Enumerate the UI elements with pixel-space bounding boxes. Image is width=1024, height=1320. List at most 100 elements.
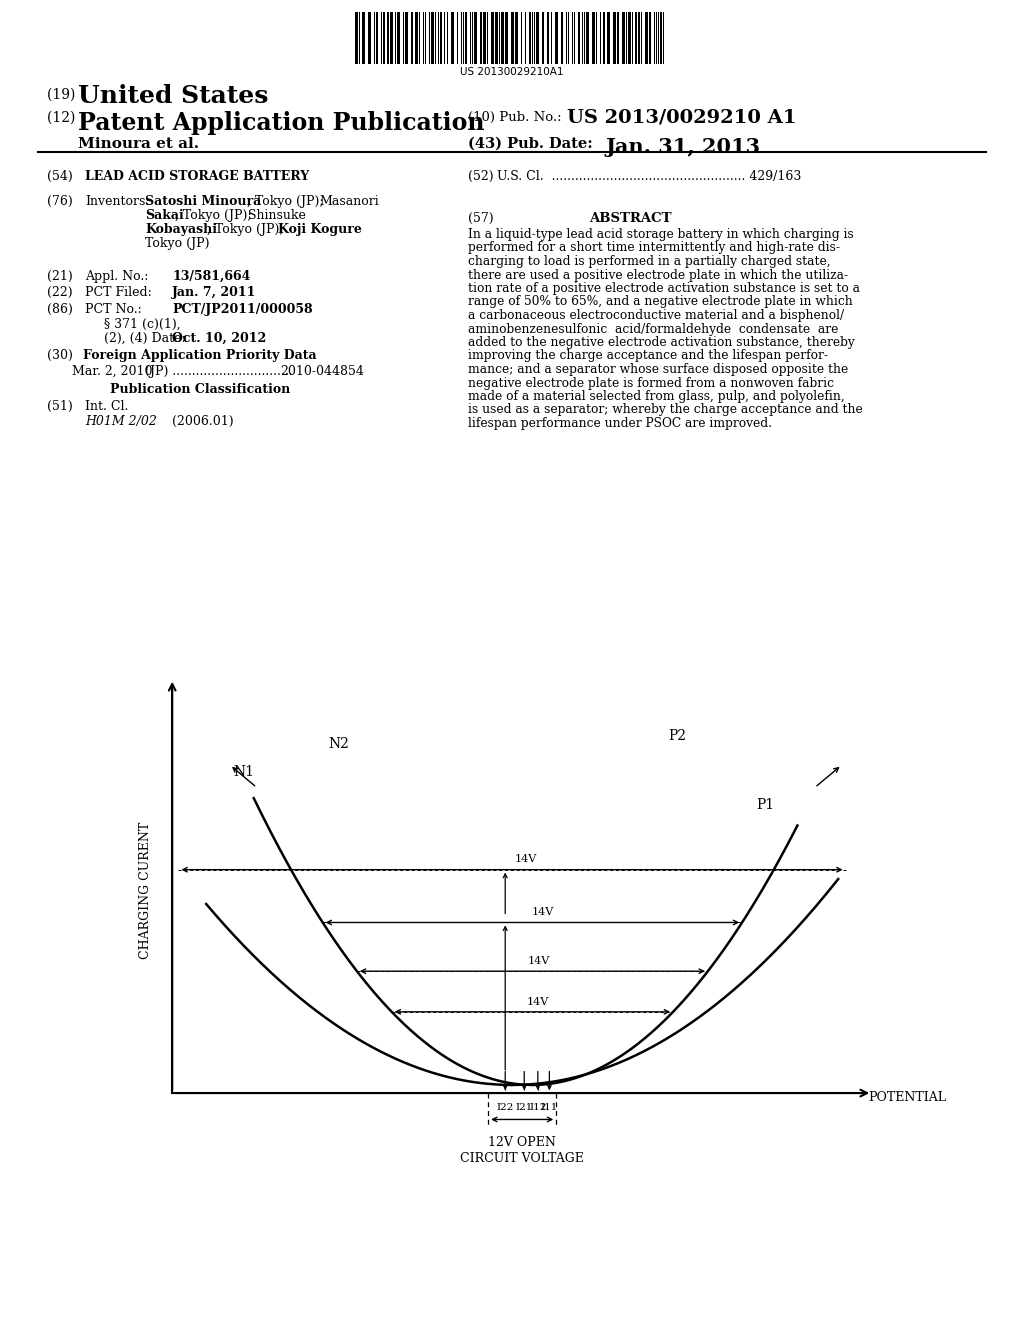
Bar xyxy=(390,12,393,63)
Bar xyxy=(578,12,580,63)
Bar xyxy=(483,12,486,63)
Text: there are used a positive electrode plate in which the utiliza-: there are used a positive electrode plat… xyxy=(468,268,848,281)
Text: US 20130029210A1: US 20130029210A1 xyxy=(460,67,564,77)
Bar xyxy=(397,12,400,63)
Text: P2: P2 xyxy=(669,729,686,743)
Bar xyxy=(607,12,610,63)
Bar xyxy=(387,12,389,63)
Bar xyxy=(586,12,589,63)
Bar xyxy=(529,12,531,63)
Text: Oct. 10, 2012: Oct. 10, 2012 xyxy=(172,333,266,345)
Bar xyxy=(355,12,358,63)
Bar xyxy=(536,12,539,63)
Text: 14V: 14V xyxy=(528,956,550,966)
Text: performed for a short time intermittently and high-rate dis-: performed for a short time intermittentl… xyxy=(468,242,840,255)
Bar xyxy=(411,12,413,63)
Text: H01M 2/02: H01M 2/02 xyxy=(85,414,157,428)
Bar xyxy=(603,12,605,63)
Text: § 371 (c)(1),: § 371 (c)(1), xyxy=(104,318,180,331)
Text: I22: I22 xyxy=(497,1104,514,1113)
Text: (86): (86) xyxy=(47,304,73,315)
Text: is used as a separator; whereby the charge acceptance and the: is used as a separator; whereby the char… xyxy=(468,404,863,417)
Text: Foreign Application Priority Data: Foreign Application Priority Data xyxy=(83,348,316,362)
Text: aminobenzenesulfonic  acid/formaldehyde  condensate  are: aminobenzenesulfonic acid/formaldehyde c… xyxy=(468,322,839,335)
Bar xyxy=(490,12,494,63)
Bar xyxy=(613,12,616,63)
Bar xyxy=(515,12,518,63)
Bar xyxy=(638,12,640,63)
Bar xyxy=(440,12,442,63)
Text: 14V: 14V xyxy=(514,854,537,865)
Text: I21: I21 xyxy=(515,1104,532,1113)
Text: (22): (22) xyxy=(47,286,73,300)
Text: improving the charge acceptance and the lifespan perfor-: improving the charge acceptance and the … xyxy=(468,350,828,363)
Text: Jan. 7, 2011: Jan. 7, 2011 xyxy=(172,286,256,300)
Text: Publication Classification: Publication Classification xyxy=(110,383,290,396)
Text: lifespan performance under PSOC are improved.: lifespan performance under PSOC are impr… xyxy=(468,417,772,430)
Text: PCT/JP2011/000058: PCT/JP2011/000058 xyxy=(172,304,312,315)
Text: (43) Pub. Date:: (43) Pub. Date: xyxy=(468,137,593,150)
Bar xyxy=(362,12,365,63)
Bar xyxy=(480,12,482,63)
Text: I11: I11 xyxy=(541,1104,558,1113)
Text: Inventors:: Inventors: xyxy=(85,195,150,209)
Text: tion rate of a positive electrode activation substance is set to a: tion rate of a positive electrode activa… xyxy=(468,282,860,294)
Bar xyxy=(645,12,648,63)
Bar xyxy=(501,12,504,63)
Text: Tokyo (JP): Tokyo (JP) xyxy=(145,238,210,249)
Text: Appl. No.:: Appl. No.: xyxy=(85,271,148,282)
Text: , Tokyo (JP);: , Tokyo (JP); xyxy=(207,223,284,236)
Text: 14V: 14V xyxy=(526,997,549,1007)
Bar xyxy=(474,12,477,63)
Bar xyxy=(431,12,434,63)
Text: Kobayashi: Kobayashi xyxy=(145,223,217,236)
Text: mance; and a separator whose surface disposed opposite the: mance; and a separator whose surface dis… xyxy=(468,363,848,376)
Bar xyxy=(547,12,549,63)
Bar xyxy=(628,12,631,63)
Text: (21): (21) xyxy=(47,271,73,282)
Text: PCT Filed:: PCT Filed: xyxy=(85,286,152,300)
Text: POTENTIAL: POTENTIAL xyxy=(868,1090,947,1104)
Text: 2010-044854: 2010-044854 xyxy=(280,366,364,378)
Bar xyxy=(465,12,467,63)
Text: (2006.01): (2006.01) xyxy=(172,414,233,428)
Text: Satoshi Minoura: Satoshi Minoura xyxy=(145,195,261,209)
Text: (30): (30) xyxy=(47,348,73,362)
Text: Minoura et al.: Minoura et al. xyxy=(78,137,199,150)
Text: Mar. 2, 2010: Mar. 2, 2010 xyxy=(72,366,153,378)
Text: Masanori: Masanori xyxy=(319,195,379,209)
Text: N1: N1 xyxy=(233,766,254,779)
Text: N2: N2 xyxy=(329,737,349,751)
Bar xyxy=(505,12,508,63)
Text: a carbonaceous electroconductive material and a bisphenol/: a carbonaceous electroconductive materia… xyxy=(468,309,844,322)
Text: P1: P1 xyxy=(757,797,775,812)
Text: , Tokyo (JP);: , Tokyo (JP); xyxy=(247,195,324,209)
Text: LEAD ACID STORAGE BATTERY: LEAD ACID STORAGE BATTERY xyxy=(85,170,309,183)
Bar xyxy=(376,12,378,63)
Text: Koji Kogure: Koji Kogure xyxy=(278,223,361,236)
Bar xyxy=(622,12,625,63)
Text: (54): (54) xyxy=(47,170,73,183)
Text: charging to load is performed in a partially charged state,: charging to load is performed in a parti… xyxy=(468,255,830,268)
Bar xyxy=(561,12,563,63)
Text: (51): (51) xyxy=(47,400,73,413)
Bar xyxy=(495,12,498,63)
Text: (10) Pub. No.:: (10) Pub. No.: xyxy=(468,111,561,124)
Text: PCT No.:: PCT No.: xyxy=(85,304,141,315)
Text: CHARGING CURENT: CHARGING CURENT xyxy=(138,821,152,958)
Text: In a liquid-type lead acid storage battery in which charging is: In a liquid-type lead acid storage batte… xyxy=(468,228,854,242)
Text: Patent Application Publication: Patent Application Publication xyxy=(78,111,484,135)
Text: negative electrode plate is formed from a nonwoven fabric: negative electrode plate is formed from … xyxy=(468,376,834,389)
Bar xyxy=(542,12,544,63)
Text: , Tokyo (JP);: , Tokyo (JP); xyxy=(175,209,252,222)
Text: Sakai: Sakai xyxy=(145,209,183,222)
Bar xyxy=(635,12,637,63)
Text: Jan. 31, 2013: Jan. 31, 2013 xyxy=(605,137,760,157)
Text: (12): (12) xyxy=(47,111,80,125)
Bar xyxy=(415,12,418,63)
Bar xyxy=(511,12,514,63)
Text: (2), (4) Date:: (2), (4) Date: xyxy=(104,333,185,345)
Text: added to the negative electrode activation substance, thereby: added to the negative electrode activati… xyxy=(468,337,855,348)
Bar xyxy=(406,12,408,63)
Text: (JP) ...............................: (JP) ............................... xyxy=(145,366,293,378)
